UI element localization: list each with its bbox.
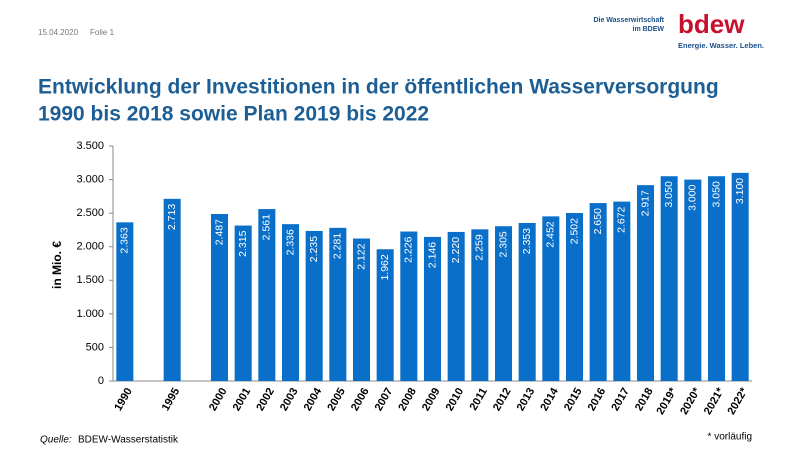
y-tick-label: 3.000 xyxy=(76,173,104,185)
data-label: 2.305 xyxy=(497,231,509,257)
bar xyxy=(376,249,394,381)
data-label: 1.962 xyxy=(379,254,391,280)
bar xyxy=(731,172,749,381)
data-label: 3.050 xyxy=(710,181,722,207)
bar xyxy=(542,216,560,381)
bar xyxy=(163,198,181,381)
bar xyxy=(329,227,347,381)
bar xyxy=(613,201,631,381)
bar xyxy=(234,225,252,381)
note: * vorläufig xyxy=(708,432,752,443)
bar xyxy=(589,203,607,381)
y-tick-label: 500 xyxy=(86,341,104,353)
data-label: 2.315 xyxy=(237,230,249,256)
data-label: 2.502 xyxy=(568,218,580,244)
bar xyxy=(565,213,584,381)
chart-title: 1990 bis 2018 sowie Plan 2019 bis 2022 xyxy=(38,103,429,126)
data-label: 2.226 xyxy=(403,236,415,262)
data-label: 2.220 xyxy=(450,237,462,263)
data-label: 2.487 xyxy=(213,219,225,245)
logo-line: Die Wasserwirtschaft xyxy=(593,17,664,24)
y-tick-label: 2.500 xyxy=(76,207,104,219)
data-label: 2.917 xyxy=(639,190,651,216)
data-label: 2.281 xyxy=(332,233,344,259)
bar xyxy=(258,209,276,381)
y-tick-label: 3.500 xyxy=(76,140,104,152)
bar xyxy=(116,222,134,381)
y-tick-label: 0 xyxy=(98,375,104,387)
data-label: 2.122 xyxy=(355,243,367,269)
bar xyxy=(494,226,513,381)
source: BDEW-Wasserstatistik xyxy=(78,435,179,446)
data-label: 2.650 xyxy=(592,208,604,234)
y-tick-label: 1.000 xyxy=(76,308,104,320)
y-tick-label: 1.500 xyxy=(76,274,104,286)
data-label: 2.363 xyxy=(119,227,131,253)
bar xyxy=(636,185,655,381)
data-label: 2.561 xyxy=(261,214,273,240)
y-tick-label: 2.000 xyxy=(76,241,104,253)
data-label: 3.100 xyxy=(734,178,746,204)
data-label: 2.713 xyxy=(166,204,178,230)
logo: bdew xyxy=(678,9,745,39)
bar xyxy=(423,236,442,381)
bar xyxy=(352,238,371,381)
bar xyxy=(447,231,465,381)
data-label: 2.336 xyxy=(284,229,296,255)
data-label: 2.235 xyxy=(308,236,320,262)
chart-title: Entwicklung der Investitionen in der öff… xyxy=(38,76,719,99)
bar xyxy=(684,179,702,381)
data-label: 2.259 xyxy=(474,234,486,260)
bar xyxy=(518,223,536,381)
source-label: Quelle: xyxy=(40,435,72,446)
data-label: 2.672 xyxy=(616,206,628,232)
slide-number: Folie 1 xyxy=(90,28,115,37)
date: 15.04.2020 xyxy=(38,28,79,37)
data-label: 2.146 xyxy=(426,242,438,268)
bar xyxy=(471,229,489,381)
data-label: 2.353 xyxy=(521,228,533,254)
y-axis-label: in Mio. € xyxy=(50,241,64,289)
logo-line: im BDEW xyxy=(633,26,665,33)
data-label: 3.050 xyxy=(663,181,675,207)
bar xyxy=(210,214,229,381)
bar xyxy=(281,224,300,381)
data-label: 3.000 xyxy=(687,184,699,210)
data-label: 2.452 xyxy=(545,221,557,247)
bar xyxy=(707,176,726,381)
logo-tagline: Energie. Wasser. Leben. xyxy=(678,41,764,50)
bar xyxy=(400,231,418,381)
bar xyxy=(660,176,678,381)
bar xyxy=(305,230,323,381)
